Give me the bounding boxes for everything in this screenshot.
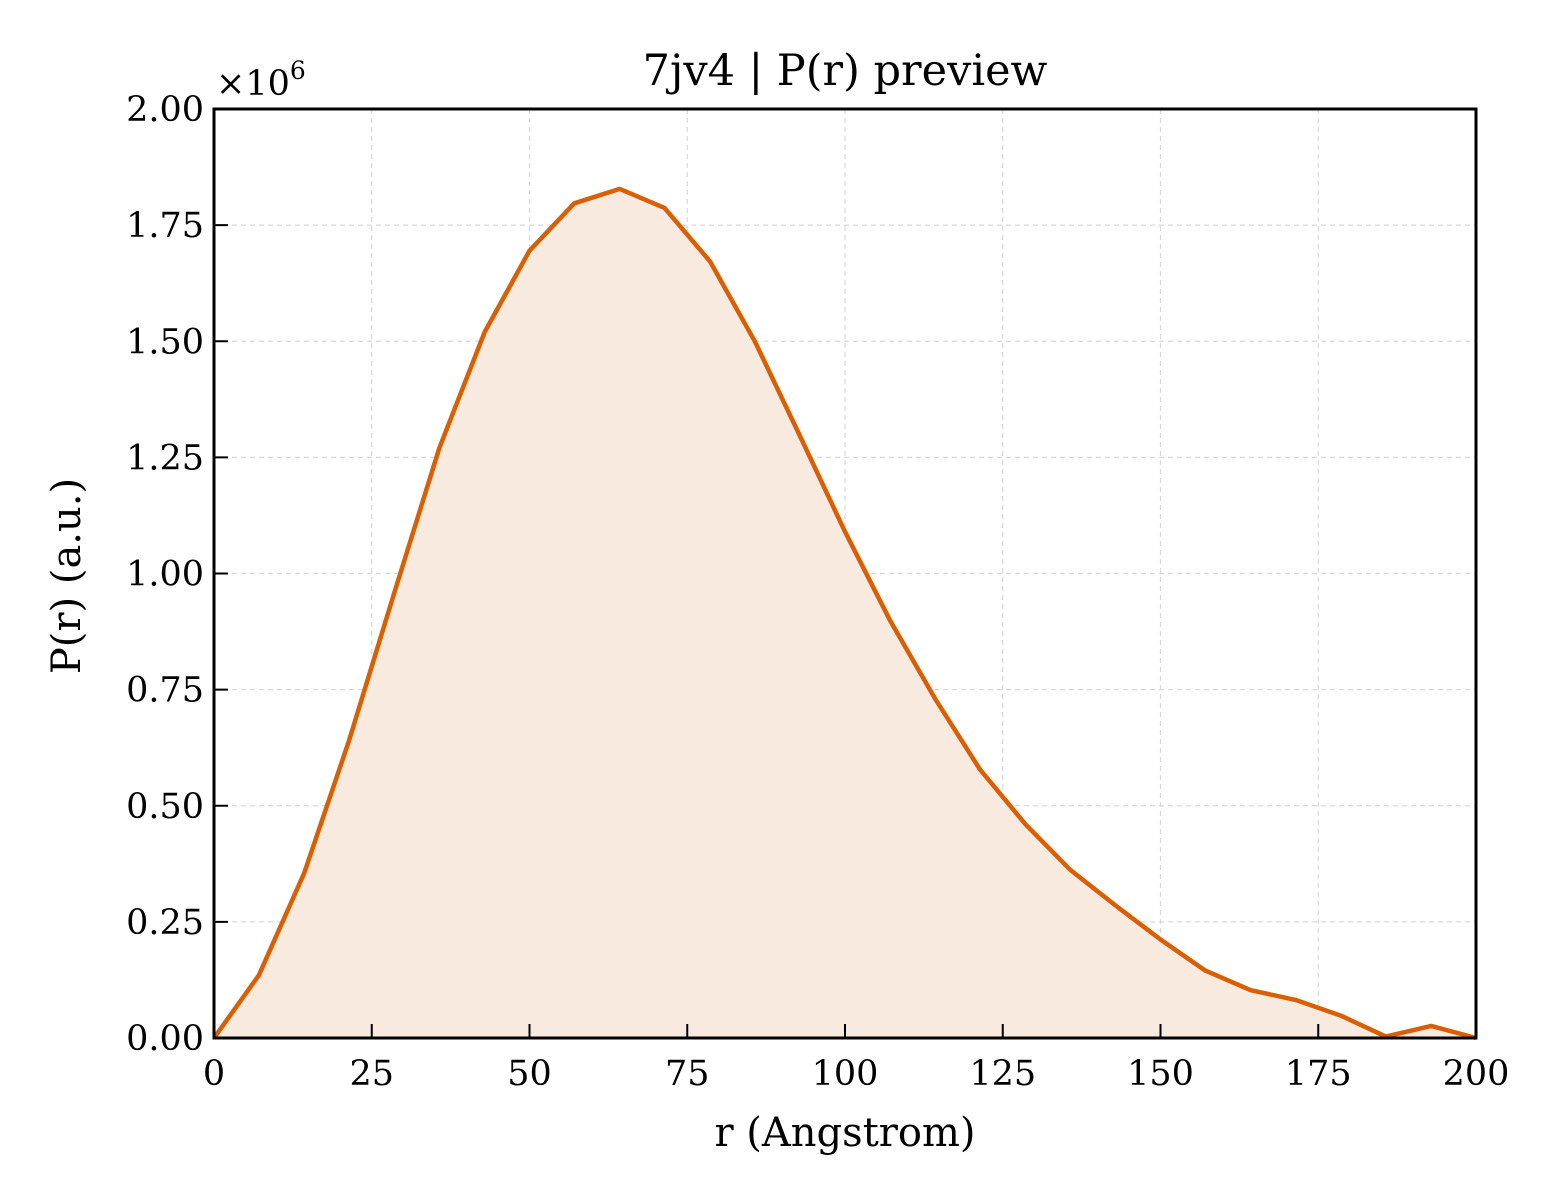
y-tick-label: 1.00 (126, 555, 204, 595)
x-tick-label: 150 (1127, 1054, 1194, 1094)
x-tick-label: 100 (812, 1054, 879, 1094)
chart-title: 7jv4 | P(r) preview (643, 46, 1048, 96)
y-tick-label: 0.00 (126, 1019, 204, 1059)
pr-area-fill (214, 188, 1476, 1038)
x-tick-label: 25 (349, 1054, 394, 1094)
y-tick-label: 0.75 (126, 671, 204, 711)
tick-labels: 0 25 50 75 100 125 150 175 200 0.00 0.25 0.50 0.75 1.… (126, 90, 1509, 1094)
y-offset-label: ×106 (216, 56, 306, 104)
y-tick-label: 1.75 (126, 206, 204, 246)
y-offset-exponent: 6 (290, 56, 306, 85)
y-tick-label: 0.50 (126, 787, 204, 827)
x-axis-title: r (Angstrom) (714, 1110, 975, 1156)
data-points (213, 188, 1477, 1039)
y-tick-label: 2.00 (126, 90, 204, 130)
y-tick-label: 1.25 (126, 438, 204, 478)
y-axis-title: P(r) (a.u.) (44, 478, 90, 674)
x-tick-label: 75 (665, 1054, 710, 1094)
y-tick-label: 0.25 (126, 903, 204, 943)
y-offset-base: ×10 (216, 64, 290, 104)
y-tick-label: 1.50 (126, 322, 204, 362)
axis-ticks (213, 108, 1477, 1039)
x-tick-label: 200 (1443, 1054, 1510, 1094)
x-tick-label: 125 (969, 1054, 1036, 1094)
x-tick-label: 50 (507, 1054, 552, 1094)
x-tick-label: 0 (203, 1054, 225, 1094)
x-tick-label: 175 (1285, 1054, 1352, 1094)
